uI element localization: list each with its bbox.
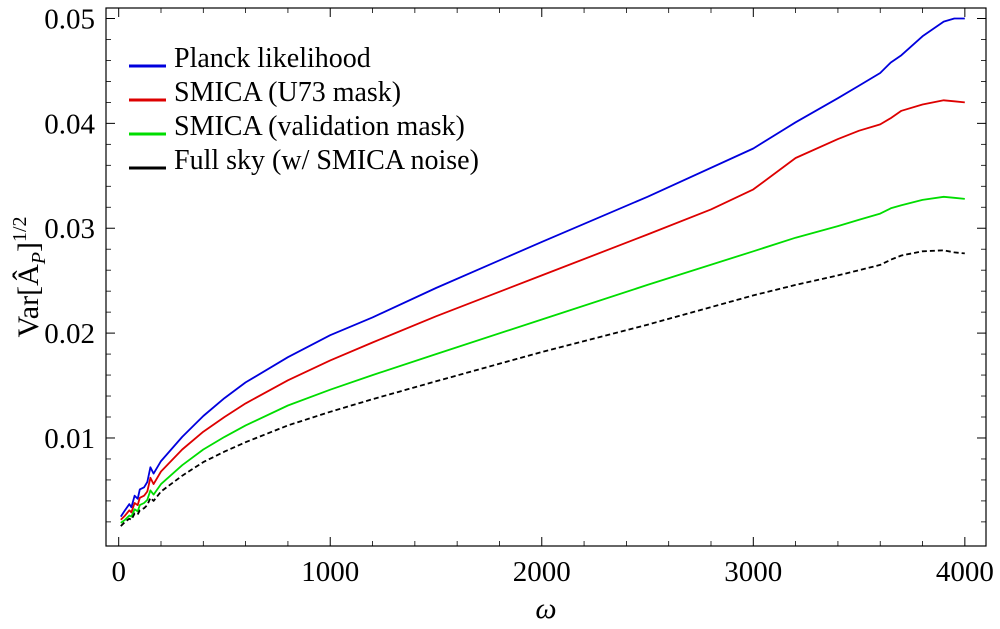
y-tick-label: 0.04 xyxy=(44,108,95,140)
y-axis-label-main: Var[Â xyxy=(12,264,45,338)
series-line-1 xyxy=(120,17,965,518)
x-tick-label: 3000 xyxy=(724,556,782,588)
y-tick-label: 0.02 xyxy=(44,318,95,350)
legend-entry-label: Full sky (w/ SMICA noise) xyxy=(174,145,479,176)
y-axis-label-superscript: 1/2 xyxy=(9,216,31,242)
y-tick-label: 0.03 xyxy=(44,213,95,245)
y-axis-label-subscript: P xyxy=(28,252,50,265)
axis-ticks: 0 1000 2000 3000 4000 0.01 0.02 0.03 0.04 0.05 xyxy=(44,3,994,588)
x-tick-label: 0 xyxy=(111,556,126,588)
series-lines xyxy=(120,17,965,527)
plot-frame xyxy=(105,7,987,547)
series-line-3 xyxy=(120,195,965,524)
legend-entry-label: Planck likelihood xyxy=(174,43,371,74)
series-line-2 xyxy=(120,99,965,521)
y-tick-label: 0.05 xyxy=(44,3,95,35)
legend-entry-label: SMICA (U73 mask) xyxy=(174,77,401,108)
x-tick-label: 2000 xyxy=(513,556,571,588)
y-tick-label: 0.01 xyxy=(44,423,95,455)
x-axis-label: ω xyxy=(535,592,556,625)
y-axis-label: Var[ÂP]1/2 xyxy=(9,216,50,337)
y-axis-label-close: ] xyxy=(12,242,45,252)
x-tick-label: 1000 xyxy=(301,556,359,588)
x-tick-label: 4000 xyxy=(936,556,994,588)
series-line-4 xyxy=(120,249,965,527)
legend-entry-label: SMICA (validation mask) xyxy=(174,111,465,142)
